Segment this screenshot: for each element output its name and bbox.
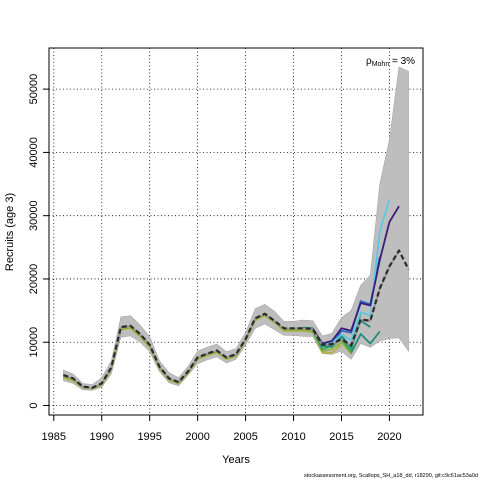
x-tick-label: 1990 — [90, 431, 114, 443]
footer-source-text: stockassessment.org, Scallops_SH_a18_dd,… — [304, 473, 478, 479]
y-tick-label: 50000 — [28, 74, 40, 105]
confidence-band — [63, 66, 409, 391]
y-tick-label: 0 — [28, 402, 40, 408]
y-axis-title: Recruits (age 3) — [4, 193, 16, 271]
rho-symbol: ρ — [366, 56, 372, 67]
x-tick-label: 2000 — [185, 431, 209, 443]
rho-value: = 3% — [389, 56, 415, 67]
series-line-0 — [63, 249, 410, 389]
mohn-rho-annotation: ρMohn = 3% — [366, 56, 415, 68]
y-tick-label: 30000 — [28, 200, 40, 231]
y-axis: 0 10000 20000 30000 40000 50000 — [28, 74, 50, 409]
x-tick-label: 2005 — [233, 431, 257, 443]
series-layer — [63, 199, 410, 390]
x-tick-label: 2010 — [281, 431, 305, 443]
series-line-2 — [311, 205, 400, 345]
x-tick-label: 2015 — [329, 431, 353, 443]
rho-subscript: Mohn — [372, 61, 390, 68]
y-tick-label: 20000 — [28, 264, 40, 295]
x-axis: 1985 1990 1995 2000 2005 2010 2015 2020 — [42, 414, 402, 443]
y-tick-label: 40000 — [28, 137, 40, 168]
x-axis-title: Years — [222, 454, 250, 466]
x-tick-label: 1995 — [137, 431, 161, 443]
y-tick-label: 10000 — [28, 327, 40, 358]
x-tick-label: 1985 — [42, 431, 66, 443]
confidence-band-layer — [63, 66, 409, 391]
x-tick-label: 2020 — [377, 431, 401, 443]
